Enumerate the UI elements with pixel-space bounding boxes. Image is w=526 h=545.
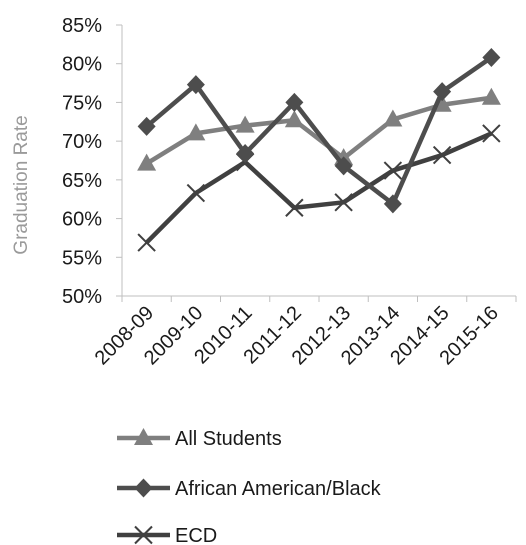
series-line <box>145 131 493 245</box>
y-axis-label: Graduation Rate <box>11 115 32 254</box>
series-ecd <box>137 124 501 252</box>
data-point <box>137 233 156 252</box>
legend-label: African American/Black <box>175 478 382 500</box>
y-tick-label: 85% <box>62 15 102 37</box>
series-line <box>145 55 493 207</box>
y-tick-label: 70% <box>62 131 102 153</box>
data-point <box>481 87 501 105</box>
y-tick-label: 65% <box>62 170 102 192</box>
data-point <box>137 153 157 171</box>
y-tick-label: 80% <box>62 54 102 76</box>
legend-label: All Students <box>175 428 282 450</box>
data-point <box>137 116 156 136</box>
data-point <box>432 145 452 165</box>
data-point <box>383 161 403 180</box>
y-tick-labels: 50% 55% 60% 65% 70% 75% 80% 85% <box>62 15 102 308</box>
data-point <box>482 124 501 143</box>
data-point <box>284 110 304 128</box>
data-point <box>433 82 452 102</box>
series-african-american-black <box>137 48 501 214</box>
data-point <box>186 183 206 203</box>
data-point <box>235 115 255 133</box>
data-point <box>383 109 403 127</box>
legend-label: ECD <box>175 525 217 545</box>
legend-swatch-marker <box>134 478 153 498</box>
x-tick-labels: 2008-092009-102010-112011-122012-132013-… <box>91 302 503 369</box>
legend-item: African American/Black <box>117 478 382 500</box>
y-tick-label: 50% <box>62 286 102 308</box>
y-tick-label: 55% <box>62 247 102 269</box>
data-point <box>186 75 205 95</box>
data-point <box>482 48 501 68</box>
data-point <box>285 92 304 112</box>
y-tick-label: 75% <box>62 92 102 114</box>
data-point <box>334 156 353 176</box>
legend-item: ECD <box>117 525 217 545</box>
legend-swatch-marker <box>134 525 153 545</box>
data-point <box>186 123 206 141</box>
series-group <box>137 48 501 252</box>
legend-swatch-marker <box>134 428 153 445</box>
legend-item: All Students <box>117 428 282 450</box>
data-point <box>285 198 304 217</box>
data-point <box>236 144 255 164</box>
legend: All Students African American/Black ECD <box>117 428 382 545</box>
data-point <box>334 193 353 212</box>
axes <box>116 24 517 302</box>
y-tick-label: 60% <box>62 209 102 231</box>
data-point <box>383 194 402 214</box>
